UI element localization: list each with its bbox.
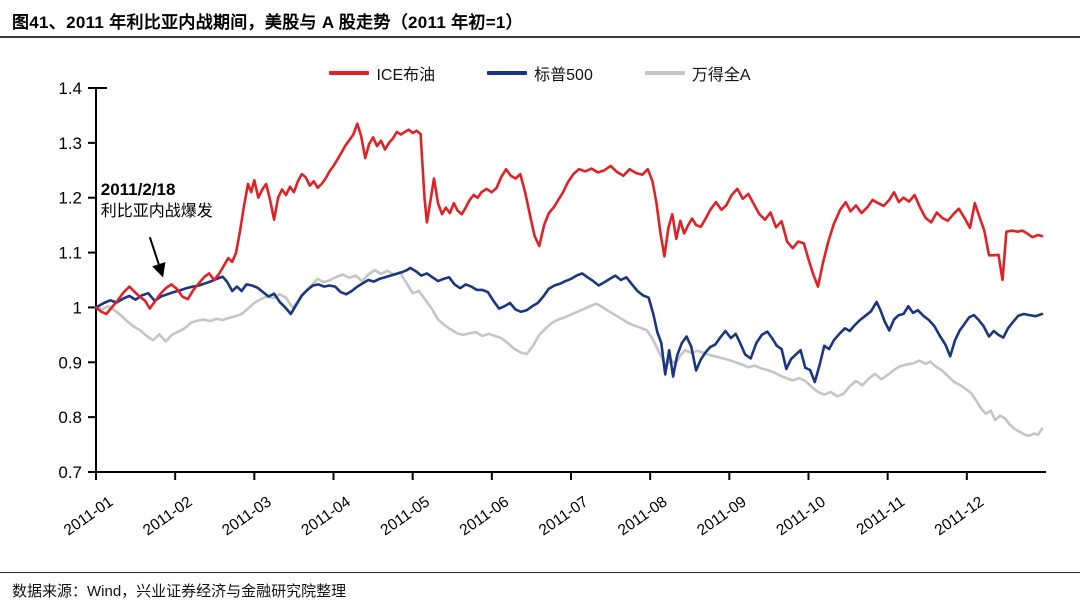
- y-tick-label: 1.2: [58, 189, 82, 208]
- y-tick-label: 1: [73, 298, 82, 317]
- chart-plot: 0.7 0.8 0.9 1 1.1 1.2 1.3 1.4 2011-01 2011-02 2011…: [58, 80, 1046, 539]
- x-tick-label: 2011-02: [140, 493, 195, 539]
- legend-line-icon: [329, 71, 370, 75]
- legend-label: 标普500: [534, 67, 593, 84]
- y-tick-label: 0.7: [58, 463, 82, 482]
- legend-item-1: 标普500: [487, 61, 593, 85]
- y-tick-label: 0.8: [58, 408, 82, 427]
- series-line-0: [94, 122, 1044, 316]
- y-tick-label: 0.9: [58, 353, 82, 372]
- y-tick-label: 1.3: [58, 134, 82, 153]
- y-tick-label: 1.4: [58, 80, 82, 98]
- x-tick-label: 2011-10: [773, 493, 829, 539]
- chart-legend: ICE布油 标普500 万得全A: [0, 61, 1080, 85]
- x-tick-label: 2011-11: [853, 493, 907, 538]
- x-tick-label: 2011-01: [61, 493, 116, 539]
- x-tick-label: 2011-07: [536, 493, 591, 539]
- x-tick-label: 2011-12: [932, 493, 987, 539]
- x-tick-label: 2011-03: [219, 493, 274, 539]
- legend-item-2: 万得全A: [644, 61, 751, 85]
- title-divider: [0, 36, 1080, 38]
- annotation-date: 2011/2/18: [101, 180, 176, 199]
- legend-item-0: ICE布油: [329, 61, 435, 85]
- x-tick-label: 2011-08: [615, 493, 670, 539]
- annotation-arrow-icon: [148, 236, 166, 278]
- annotation-event: 利比亚内战爆发: [101, 201, 213, 220]
- x-tick-label: 2011-05: [378, 493, 433, 539]
- legend-label: ICE布油: [376, 67, 436, 84]
- legend-label: 万得全A: [691, 67, 751, 84]
- footer-divider: [0, 572, 1080, 573]
- x-tick-label: 2011-04: [298, 493, 354, 539]
- data-source-note: 数据来源：Wind，兴业证券经济与金融研究院整理: [12, 583, 347, 600]
- series-line-1: [94, 266, 1044, 384]
- x-tick-label: 2011-06: [457, 493, 512, 539]
- series-line-2: [94, 268, 1044, 438]
- legend-line-icon: [487, 71, 528, 75]
- chart-title: 图41、2011 年利比亚内战期间，美股与 A 股走势（2011 年初=1）: [12, 13, 523, 32]
- y-tick-label: 1.1: [58, 244, 82, 263]
- legend-line-icon: [644, 71, 685, 75]
- x-tick-label: 2011-09: [694, 493, 749, 539]
